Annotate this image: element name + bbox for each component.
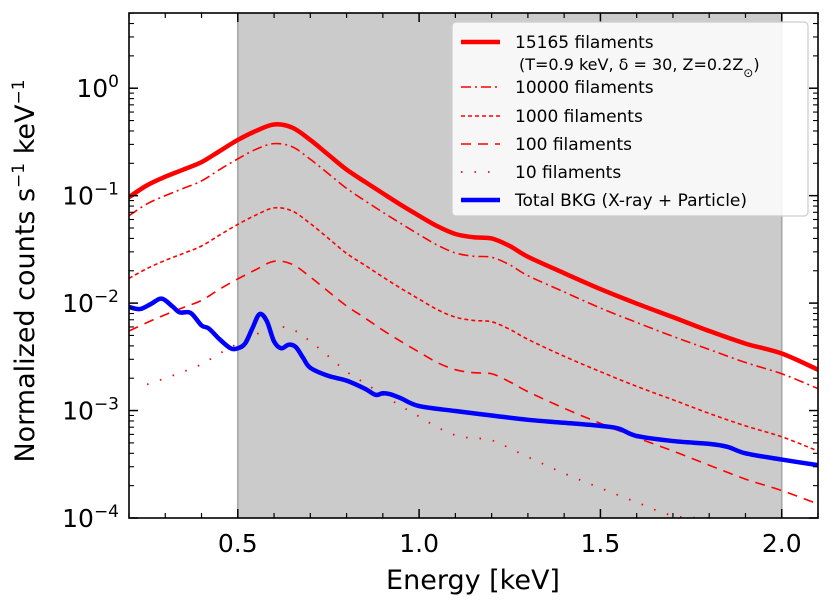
plot-frame xyxy=(128,12,819,519)
y-axis-title-main: Normalized counts s xyxy=(10,188,41,463)
legend-label-2: 1000 filaments xyxy=(515,107,643,127)
y-tick-label-2: 10−2 xyxy=(62,287,119,318)
series-line-5 xyxy=(129,296,818,468)
y-axis-title-sup1: −1 xyxy=(9,163,29,188)
y-tick-label-3: 10−3 xyxy=(62,395,119,426)
y-tick-label-4: 10−4 xyxy=(62,502,119,533)
y-axis-title-unit: keV xyxy=(10,104,41,163)
legend-label-5: Total BKG (X-ray + Particle) xyxy=(514,191,747,211)
y-tick-label-1: 10−1 xyxy=(62,180,119,211)
legend-label-0: 15165 filaments xyxy=(515,33,654,53)
legend-box xyxy=(451,21,809,217)
x-axis-title: Energy [keV] xyxy=(386,565,560,596)
series-line-0 xyxy=(129,122,818,372)
x-tick-label-2: 1.5 xyxy=(581,529,621,558)
series-line-2 xyxy=(129,206,818,452)
legend-sublabel-0: (T=0.9 keV, δ = 30, Z=0.2Z⊙) xyxy=(519,55,760,80)
series-line-1 xyxy=(129,142,818,390)
legend-label-3: 100 filaments xyxy=(515,135,632,155)
y-axis-title-sup2: −1 xyxy=(9,79,29,104)
x-tick-label-3: 2.0 xyxy=(762,529,802,558)
y-axis-title: Normalized counts s−1 keV−1 xyxy=(9,79,41,462)
x-tick-label-1: 1.0 xyxy=(399,529,439,558)
legend-label-4: 10 filaments xyxy=(515,163,621,183)
y-tick-label-0: 100 xyxy=(76,72,119,103)
legend-label-1: 10000 filaments xyxy=(515,78,654,98)
x-tick-label-0: 0.5 xyxy=(218,529,258,558)
